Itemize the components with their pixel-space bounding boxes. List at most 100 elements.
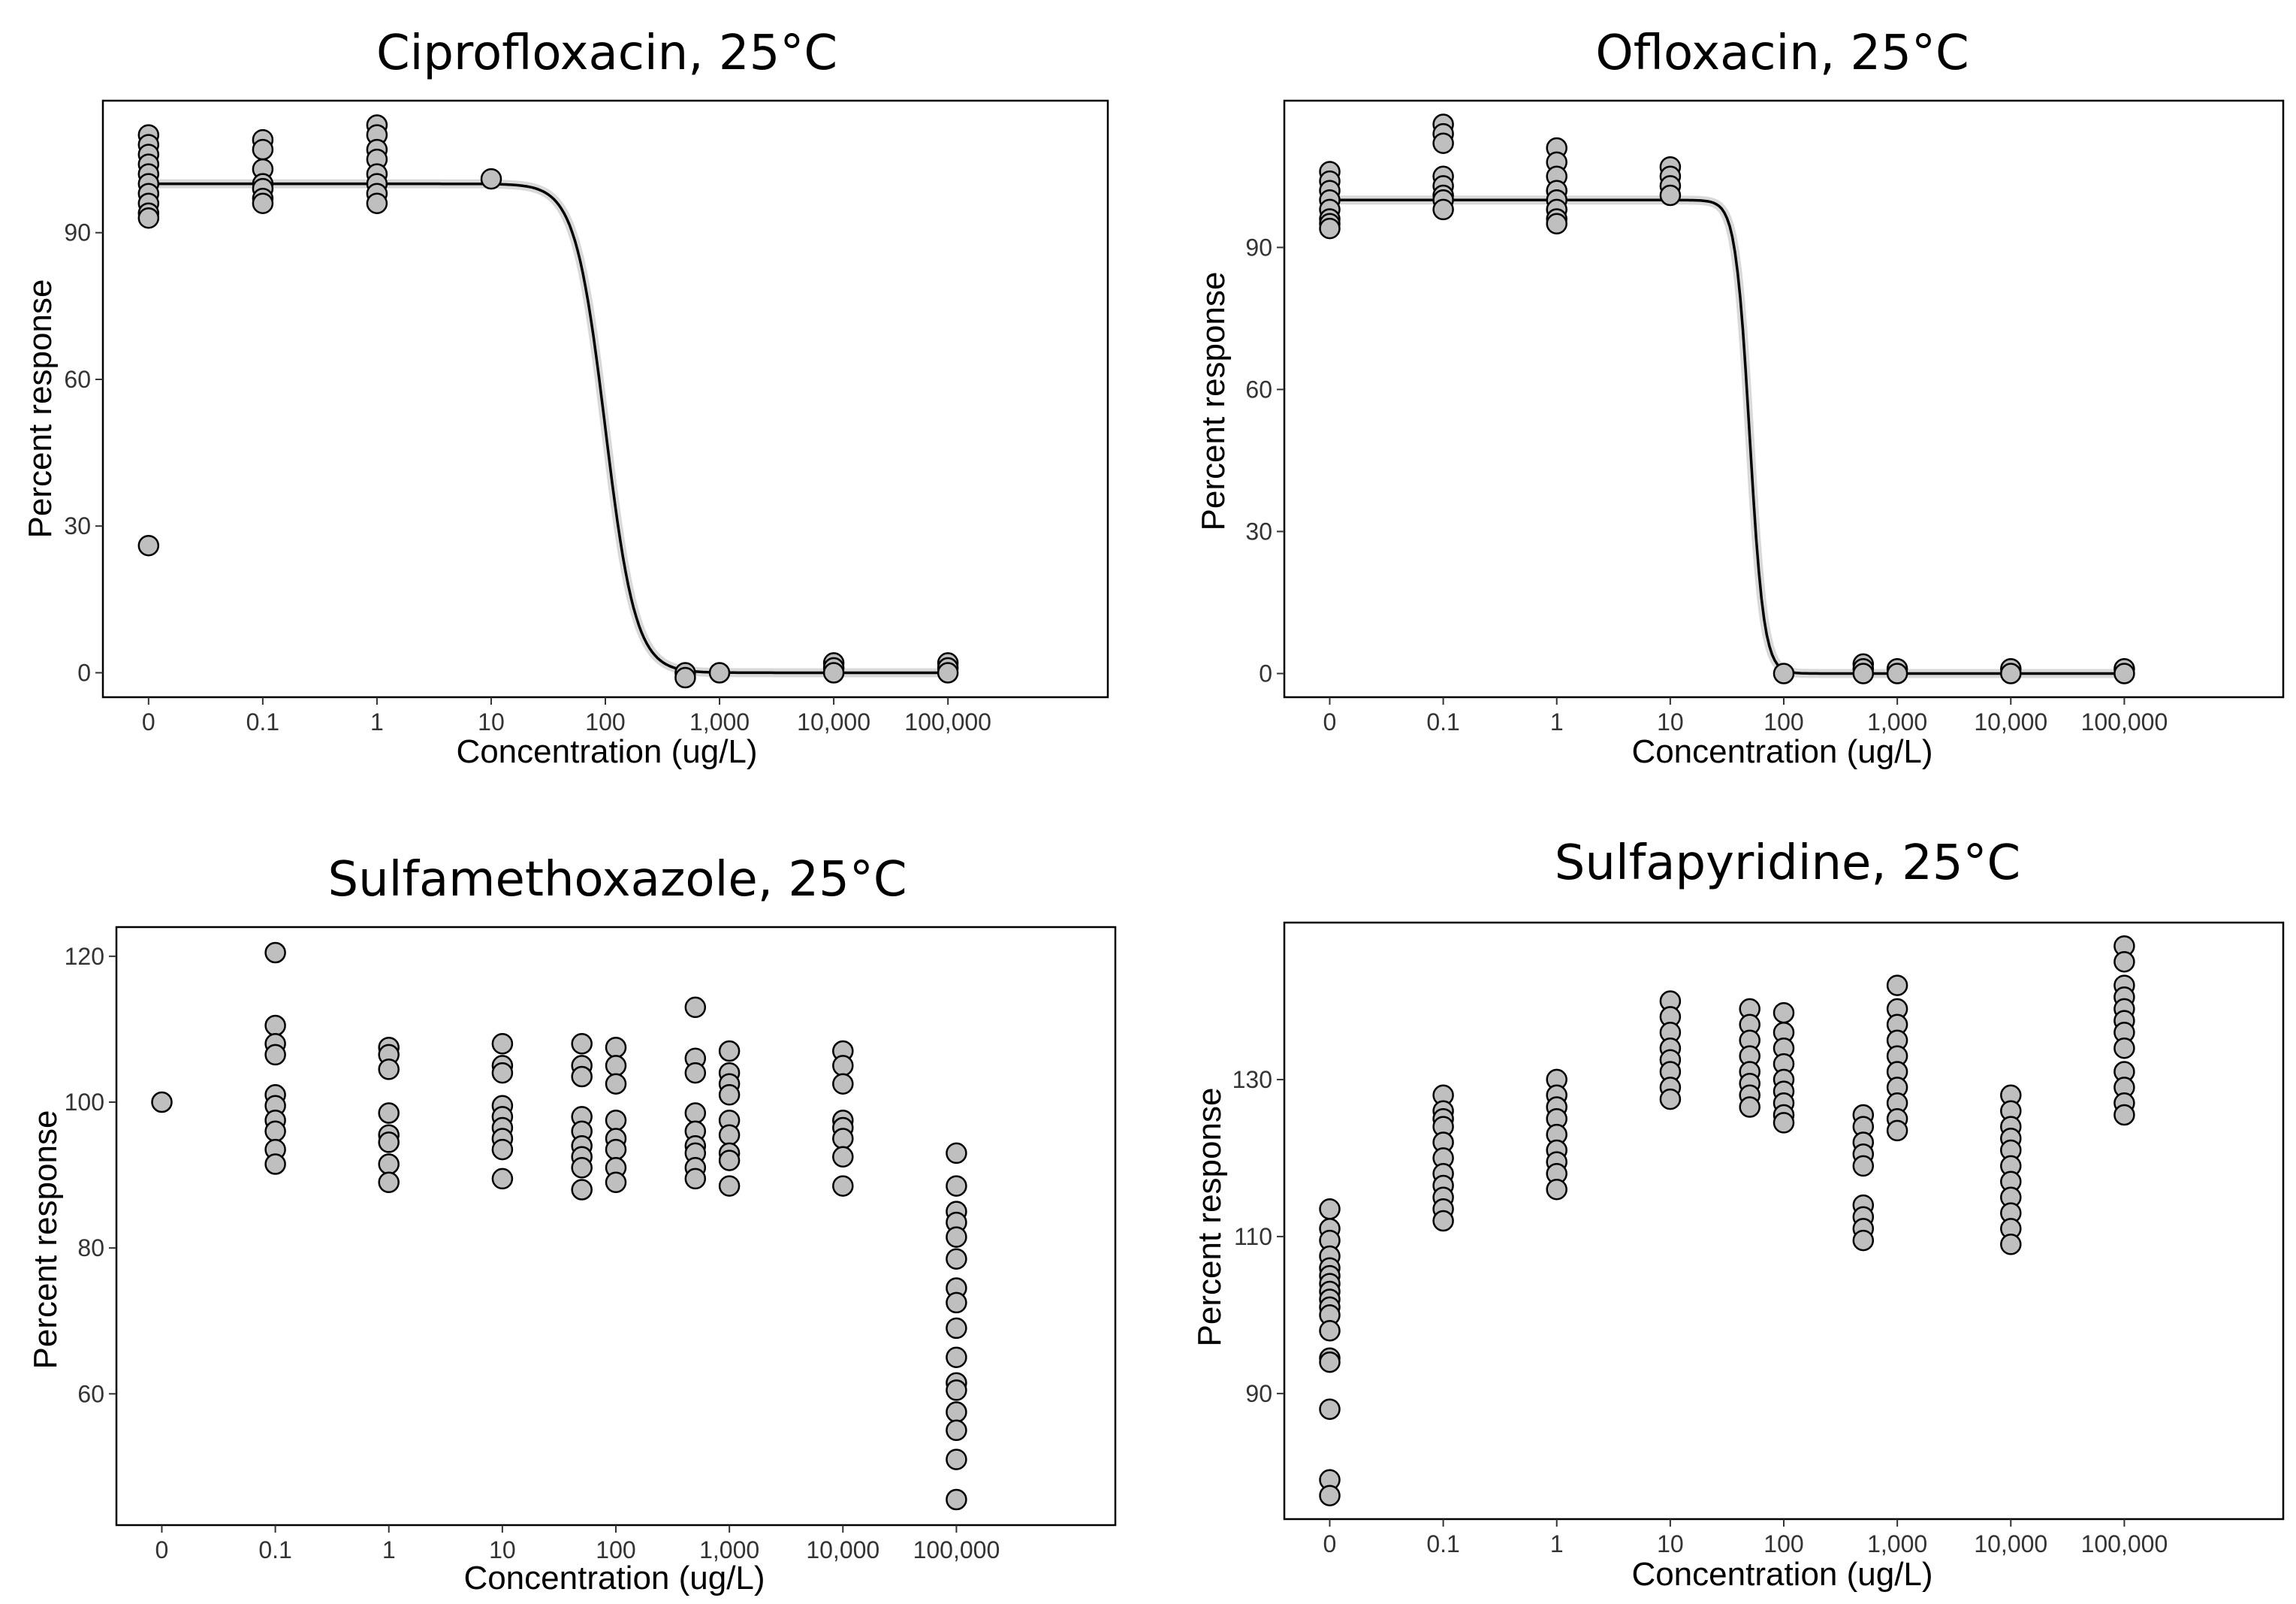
x-tick-label: 0.1	[1426, 1530, 1459, 1557]
data-point	[674, 666, 696, 689]
data-point	[1432, 198, 1454, 221]
x-tick-label: 100,000	[904, 708, 991, 736]
data-point	[491, 1033, 514, 1055]
x-tick-label: 10	[489, 1536, 516, 1563]
data-point	[151, 1091, 173, 1113]
data-point	[2113, 1037, 2135, 1059]
data-point	[491, 1062, 514, 1084]
data-point	[718, 1149, 741, 1171]
fitted-curve	[148, 182, 949, 675]
x-tick-label: 1,000	[1867, 1530, 1927, 1557]
data-point	[1852, 1155, 1875, 1177]
data-point	[684, 1168, 707, 1190]
data-point	[1773, 1001, 1795, 1024]
data-point	[605, 1055, 627, 1077]
data-point	[1319, 1320, 1341, 1342]
x-tick-label: 100,000	[2081, 1530, 2168, 1557]
data-points	[1319, 935, 2135, 1506]
data-point	[1546, 1178, 1567, 1201]
data-point	[378, 1153, 400, 1175]
x-tick-label: 100	[1763, 708, 1803, 736]
data-point	[264, 1120, 286, 1143]
y-tick-label: 90	[1245, 1380, 1272, 1407]
fit-line	[148, 182, 949, 675]
data-point	[946, 1175, 967, 1197]
fitted-curve	[1329, 198, 2125, 675]
data-points	[1319, 113, 2135, 684]
fit-line	[1329, 198, 2125, 675]
y-tick-label: 110	[1234, 1223, 1272, 1250]
data-point	[946, 1448, 967, 1470]
x-tick-label: 100	[1763, 1530, 1803, 1557]
y-tick-label: 100	[65, 1089, 104, 1116]
x-tick-label: 1	[1550, 708, 1564, 736]
data-point	[946, 1291, 967, 1314]
x-tick-label: 100,000	[2081, 708, 2168, 736]
x-tick-label: 0.1	[258, 1536, 291, 1563]
data-point	[1659, 1088, 1682, 1110]
axis-ticks: 0 0.1 1 10 100 1,000 10,000 100,000 0 30 60 90	[64, 219, 991, 736]
x-tick-label: 100	[596, 1536, 635, 1563]
y-tick-label: 80	[77, 1234, 104, 1261]
y-tick-label: 60	[1245, 376, 1272, 403]
data-point	[718, 1084, 741, 1106]
data-point	[571, 1157, 593, 1179]
data-point	[708, 662, 731, 684]
data-point	[264, 1153, 286, 1175]
x-tick-label: 0	[155, 1536, 169, 1563]
chart-title: Sulfamethoxazole, 25°C	[327, 852, 907, 908]
data-point	[1852, 1229, 1875, 1252]
x-tick-label: 1	[370, 708, 384, 736]
y-tick-label: 120	[65, 943, 104, 970]
data-point	[946, 1346, 967, 1368]
data-point	[1432, 132, 1454, 154]
data-point	[2000, 1234, 2022, 1255]
data-point	[832, 1055, 854, 1077]
data-point	[1773, 1112, 1795, 1134]
data-point	[1319, 217, 1341, 240]
chart-title: Ofloxacin, 25°C	[1595, 26, 1969, 81]
x-tick-label: 100	[585, 708, 625, 736]
data-point	[378, 1059, 400, 1080]
data-point	[946, 1226, 967, 1248]
data-point	[480, 168, 502, 190]
confidence-band	[1325, 195, 2129, 678]
data-point	[137, 534, 160, 557]
data-point	[946, 1379, 967, 1401]
axis-ticks: 0 0.1 1 10 100 1,000 10,000 100,000 60 80 100 120	[65, 943, 1000, 1563]
panel-sulfamethoxazole: Sulfamethoxazole, 25°C Concentration (ug…	[27, 852, 1117, 1596]
data-point	[1852, 663, 1875, 684]
chart-title: Sulfapyridine, 25°C	[1555, 835, 2020, 891]
data-point	[946, 1401, 967, 1423]
data-point	[946, 1317, 967, 1340]
data-point	[1319, 1398, 1341, 1420]
data-point	[264, 941, 286, 964]
x-tick-label: 10	[1657, 1530, 1684, 1557]
data-point	[832, 1073, 854, 1095]
data-point	[1886, 974, 1908, 996]
x-tick-label: 1	[1550, 1530, 1564, 1557]
x-axis-title: Concentration (ug/L)	[456, 733, 757, 770]
data-point	[1546, 213, 1567, 235]
data-point	[1319, 1485, 1341, 1506]
x-tick-label: 1,000	[699, 1536, 759, 1563]
data-point	[1432, 1210, 1454, 1232]
x-tick-label: 1	[382, 1536, 396, 1563]
data-point	[718, 1040, 741, 1062]
data-point	[605, 1036, 627, 1059]
y-tick-label: 60	[64, 366, 91, 393]
data-point	[264, 1014, 286, 1037]
data-point	[822, 662, 845, 684]
x-tick-label: 10,000	[806, 1536, 879, 1563]
data-point	[2113, 663, 2135, 684]
panel-ciprofloxacin: Ciprofloxacin, 25°C Concentration (ug/L)…	[22, 26, 1109, 770]
y-tick-label: 90	[1245, 234, 1272, 261]
y-tick-label: 30	[64, 512, 91, 539]
x-axis-title: Concentration (ug/L)	[463, 1560, 765, 1596]
data-point	[684, 1102, 707, 1124]
y-axis-title: Percent response	[1195, 272, 1232, 531]
panel-sulfapyridine: Sulfapyridine, 25°C Concentration (ug/L)…	[1191, 835, 2285, 1593]
data-point	[2113, 950, 2135, 973]
confidence-band-path	[1325, 195, 2129, 678]
panel-ofloxacin: Ofloxacin, 25°C Concentration (ug/L) Per…	[1195, 26, 2285, 770]
